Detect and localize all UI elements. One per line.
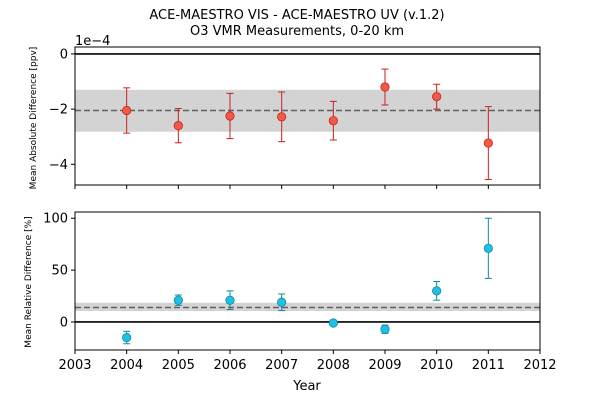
top-panel-offset-label: 1e−4 xyxy=(75,34,110,49)
data-point xyxy=(328,116,338,126)
x-tick-label: 2012 xyxy=(523,358,556,373)
data-point xyxy=(122,105,132,116)
x-axis-label: Year xyxy=(292,379,321,394)
axes-frame xyxy=(74,46,541,186)
axes-frame xyxy=(74,211,541,351)
data-point xyxy=(328,318,338,328)
x-tick-label: 2010 xyxy=(420,358,453,373)
top-panel-absolute-difference: 0 −2 −4 xyxy=(49,46,541,189)
x-tick-label: 2005 xyxy=(162,358,195,373)
data-point xyxy=(225,295,235,305)
x-tick-label: 2007 xyxy=(265,358,298,373)
data-point xyxy=(225,111,235,121)
y-tick-label: 50 xyxy=(51,264,68,279)
data-point xyxy=(173,121,183,131)
x-tick-label: 2011 xyxy=(472,358,505,373)
x-tick-label: 2008 xyxy=(317,358,350,373)
y-tick-label: −4 xyxy=(49,158,68,173)
x-tick-label: 2009 xyxy=(368,358,401,373)
x-tick-label: 2003 xyxy=(58,358,91,373)
data-point xyxy=(277,297,287,307)
data-point xyxy=(432,92,442,102)
data-point xyxy=(122,332,132,343)
data-point xyxy=(432,286,442,296)
std-band xyxy=(75,89,540,132)
data-point xyxy=(380,324,390,334)
data-point xyxy=(483,138,493,148)
data-point xyxy=(380,82,390,92)
top-panel-y-label: Mean Absolute Difference [ppv] xyxy=(29,47,39,190)
x-tick-label: 2006 xyxy=(213,358,246,373)
data-point xyxy=(483,243,493,253)
chart-subtitle: O3 VMR Measurements, 0-20 km xyxy=(190,24,404,39)
y-tick-label: 0 xyxy=(60,315,68,330)
y-tick-label: 0 xyxy=(60,47,68,62)
data-point xyxy=(277,112,287,122)
data-point xyxy=(173,295,183,305)
bottom-panel-relative-difference: 0 50 100 2003 2004 2005 2006 2007 2008 2009 2010 20… xyxy=(43,211,557,373)
y-tick-label: 100 xyxy=(43,212,68,227)
std-band xyxy=(75,302,540,312)
x-tick-label: 2004 xyxy=(110,358,143,373)
bottom-panel-y-label: Mean Relative Difference [%] xyxy=(24,216,34,347)
y-tick-label: −2 xyxy=(49,103,68,118)
chart-title: ACE-MAESTRO VIS - ACE-MAESTRO UV (v.1.2) xyxy=(149,8,444,23)
